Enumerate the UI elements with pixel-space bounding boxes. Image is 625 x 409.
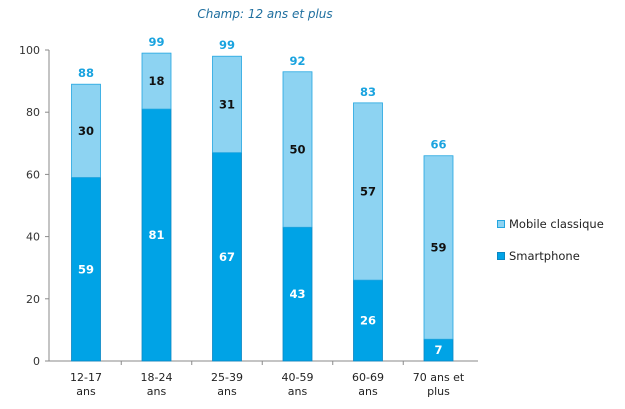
data-label-mobile-classique: 31 xyxy=(219,97,235,111)
y-tick-label: 40 xyxy=(26,231,40,244)
legend-label-smartphone: Smartphone xyxy=(509,249,580,263)
bar-smartphone xyxy=(141,108,172,362)
data-label-total: 99 xyxy=(219,38,235,52)
y-tick-label: 20 xyxy=(26,293,40,306)
data-label-total: 99 xyxy=(148,35,164,49)
y-tick-label: 0 xyxy=(33,355,40,368)
data-label-smartphone: 81 xyxy=(148,228,164,242)
y-tick-label: 80 xyxy=(26,106,40,119)
bar-mobile-classique xyxy=(423,155,454,340)
data-label-total: 66 xyxy=(430,138,446,152)
legend-swatch-mobile-classique xyxy=(497,220,505,228)
bar-smartphone xyxy=(71,177,101,362)
x-tick-label: plus xyxy=(427,385,450,398)
x-tick-label: ans xyxy=(358,385,378,398)
bar-mobile-classique xyxy=(141,52,172,110)
x-tick-label: 60-69 xyxy=(352,371,384,384)
legend-swatch-smartphone xyxy=(497,252,505,260)
x-tick-label: 12-17 xyxy=(70,371,102,384)
bar-mobile-classique xyxy=(282,71,313,228)
bar-smartphone xyxy=(212,152,242,362)
data-label-total: 92 xyxy=(289,54,305,68)
data-label-total: 88 xyxy=(78,66,94,80)
bar-mobile-classique xyxy=(71,83,101,178)
data-label-mobile-classique: 50 xyxy=(289,143,305,157)
legend-label-mobile-classique: Mobile classique xyxy=(509,217,604,231)
data-label-total: 83 xyxy=(360,85,376,99)
bar-mobile-classique xyxy=(353,102,383,281)
data-label-smartphone: 26 xyxy=(360,314,376,328)
x-tick-label: ans xyxy=(76,385,96,398)
legend-item-smartphone: Smartphone xyxy=(497,246,604,266)
legend: Mobile classique Smartphone xyxy=(497,214,604,278)
data-label-smartphone: 59 xyxy=(78,262,94,276)
y-tick-label: 60 xyxy=(26,168,40,181)
data-label-smartphone: 43 xyxy=(289,287,305,301)
x-tick-label: 18-24 xyxy=(141,371,173,384)
x-tick-label: ans xyxy=(147,385,167,398)
x-tick-label: 40-59 xyxy=(282,371,314,384)
data-label-smartphone: 67 xyxy=(219,250,235,264)
data-label-mobile-classique: 30 xyxy=(78,124,94,138)
legend-item-mobile-classique: Mobile classique xyxy=(497,214,604,234)
bar-mobile-classique xyxy=(212,55,242,154)
y-tick-label: 100 xyxy=(19,44,40,57)
x-tick-label: 25-39 xyxy=(211,371,243,384)
data-label-mobile-classique: 18 xyxy=(148,74,164,88)
x-tick-label: 70 ans et xyxy=(413,371,465,384)
data-label-mobile-classique: 59 xyxy=(430,240,446,254)
chart-subtitle: Champ: 12 ans et plus xyxy=(197,7,333,21)
data-label-smartphone: 7 xyxy=(434,343,442,357)
data-label-mobile-classique: 57 xyxy=(360,185,376,199)
x-tick-label: ans xyxy=(217,385,237,398)
x-tick-label: ans xyxy=(288,385,308,398)
